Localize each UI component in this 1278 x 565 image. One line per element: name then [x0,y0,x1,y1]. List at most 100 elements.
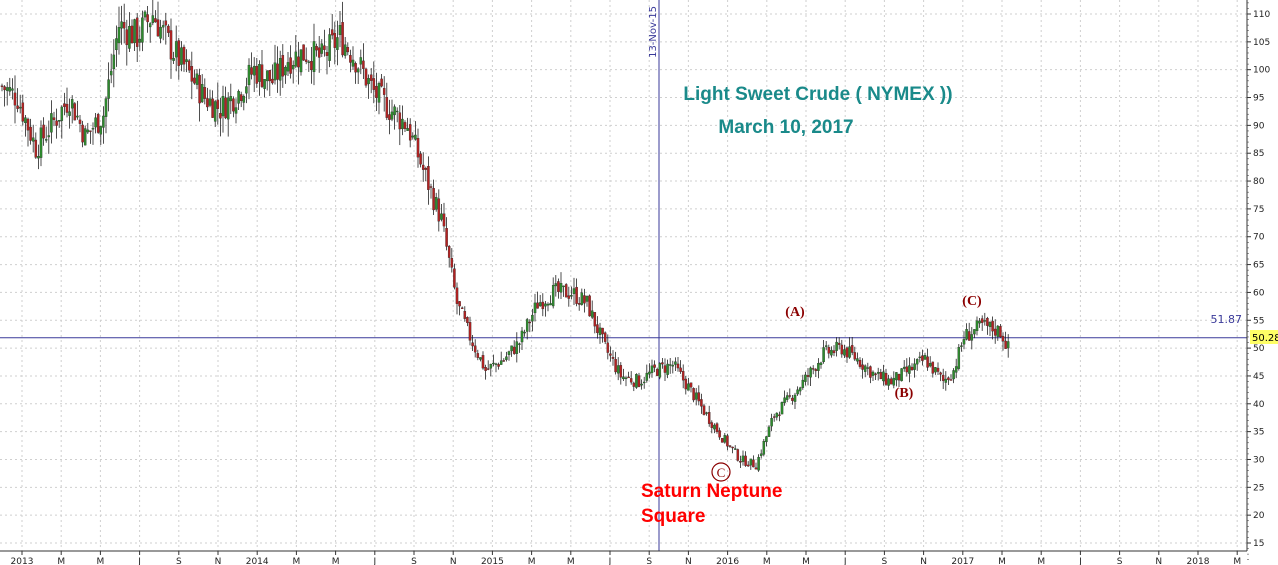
candle-body [16,105,19,109]
candle-body [505,356,508,360]
y-tick-label: 80 [1253,177,1265,187]
candle-body [408,124,412,141]
candle-body [398,112,402,130]
candle-body [307,61,311,63]
x-tick-label: J [608,557,612,565]
candle-body [554,283,558,287]
candle-body [775,412,779,418]
candle-body [276,63,279,80]
x-tick-label: 2016 [716,557,739,565]
chart-title: Light Sweet Crude ( NYMEX )) [683,84,952,105]
candle-body [996,325,1000,337]
candle-body [367,78,370,85]
candle-body [429,186,433,188]
candle-body [180,47,183,65]
candle-body [611,357,615,359]
candle-body [343,44,347,56]
candle-body [999,326,1002,338]
candle-body [390,111,394,120]
candle-body [957,347,961,369]
candle-body [876,371,880,374]
candle-body [598,327,602,335]
y-tick-label: 100 [1253,66,1270,76]
event-label-line2: Square [641,506,705,527]
candle-body [811,368,815,370]
candle-body [138,38,142,43]
candle-body [822,347,825,363]
candle-body [445,228,448,247]
candle-body [952,370,955,380]
candle-body [128,26,131,49]
x-tick-label: J [843,557,847,565]
candle-body [11,88,14,91]
candle-body [346,47,350,53]
candle-body [8,87,12,92]
candle-body [200,84,204,103]
candle-body [531,314,534,322]
candle-body [18,106,22,109]
candle-body [585,296,589,302]
candle-body [689,382,693,388]
x-tick-label: S [882,557,888,565]
candle-body [780,401,784,415]
candle-body [663,365,667,373]
x-tick-label: N [1155,557,1162,565]
candle-body [174,41,178,58]
candles [0,0,1010,472]
candle-body [843,349,846,356]
candle-body [687,383,690,391]
candle-body [934,367,937,373]
candle-body [185,59,188,62]
candle-body [814,369,818,372]
candle-body [63,103,66,107]
candle-body [731,446,734,449]
candle-body [169,30,173,60]
candle-body [858,359,862,367]
candle-body [351,59,355,67]
y-tick-label: 25 [1253,483,1264,493]
candle-body [962,339,966,345]
x-tick-label: S [1117,557,1123,565]
candle-body [684,378,688,390]
candle-body [26,118,30,131]
candle-body [86,129,90,133]
candle-body [596,324,599,333]
x-tick-label: 2018 [1187,557,1210,565]
candle-body [918,356,922,359]
candle-body [525,319,529,332]
y-tick-label: 30 [1253,455,1265,465]
candle-body [905,366,909,373]
candle-body [648,371,651,375]
candle-body [583,295,586,304]
candle-body [970,334,974,341]
y-tick-label: 65 [1253,261,1264,271]
x-tick-label: J [1078,557,1082,565]
candle-body [515,341,519,354]
candle-body [65,103,69,113]
x-tick-label: N [685,557,692,565]
candle-body [949,379,953,381]
candle-body [167,25,170,33]
candle-body [294,51,298,67]
x-tick-label: N [920,557,927,565]
candle-body [229,96,233,102]
candle-body [988,322,992,328]
candle-body [447,246,451,258]
candle-body [401,118,404,130]
candle-body [931,361,935,374]
current-price-label: 50.28 [1252,333,1278,344]
candle-body [104,98,108,117]
candle-body [195,73,199,85]
candle-body [432,188,435,211]
candle-body [237,90,240,104]
candle-body [681,370,685,381]
candle-body [437,198,441,222]
wave-label-circled-c: C [717,465,726,480]
candle-body [247,64,251,86]
candle-body [637,375,641,387]
candle-body [135,17,139,47]
candle-body [130,25,134,44]
candle-body [94,117,97,128]
